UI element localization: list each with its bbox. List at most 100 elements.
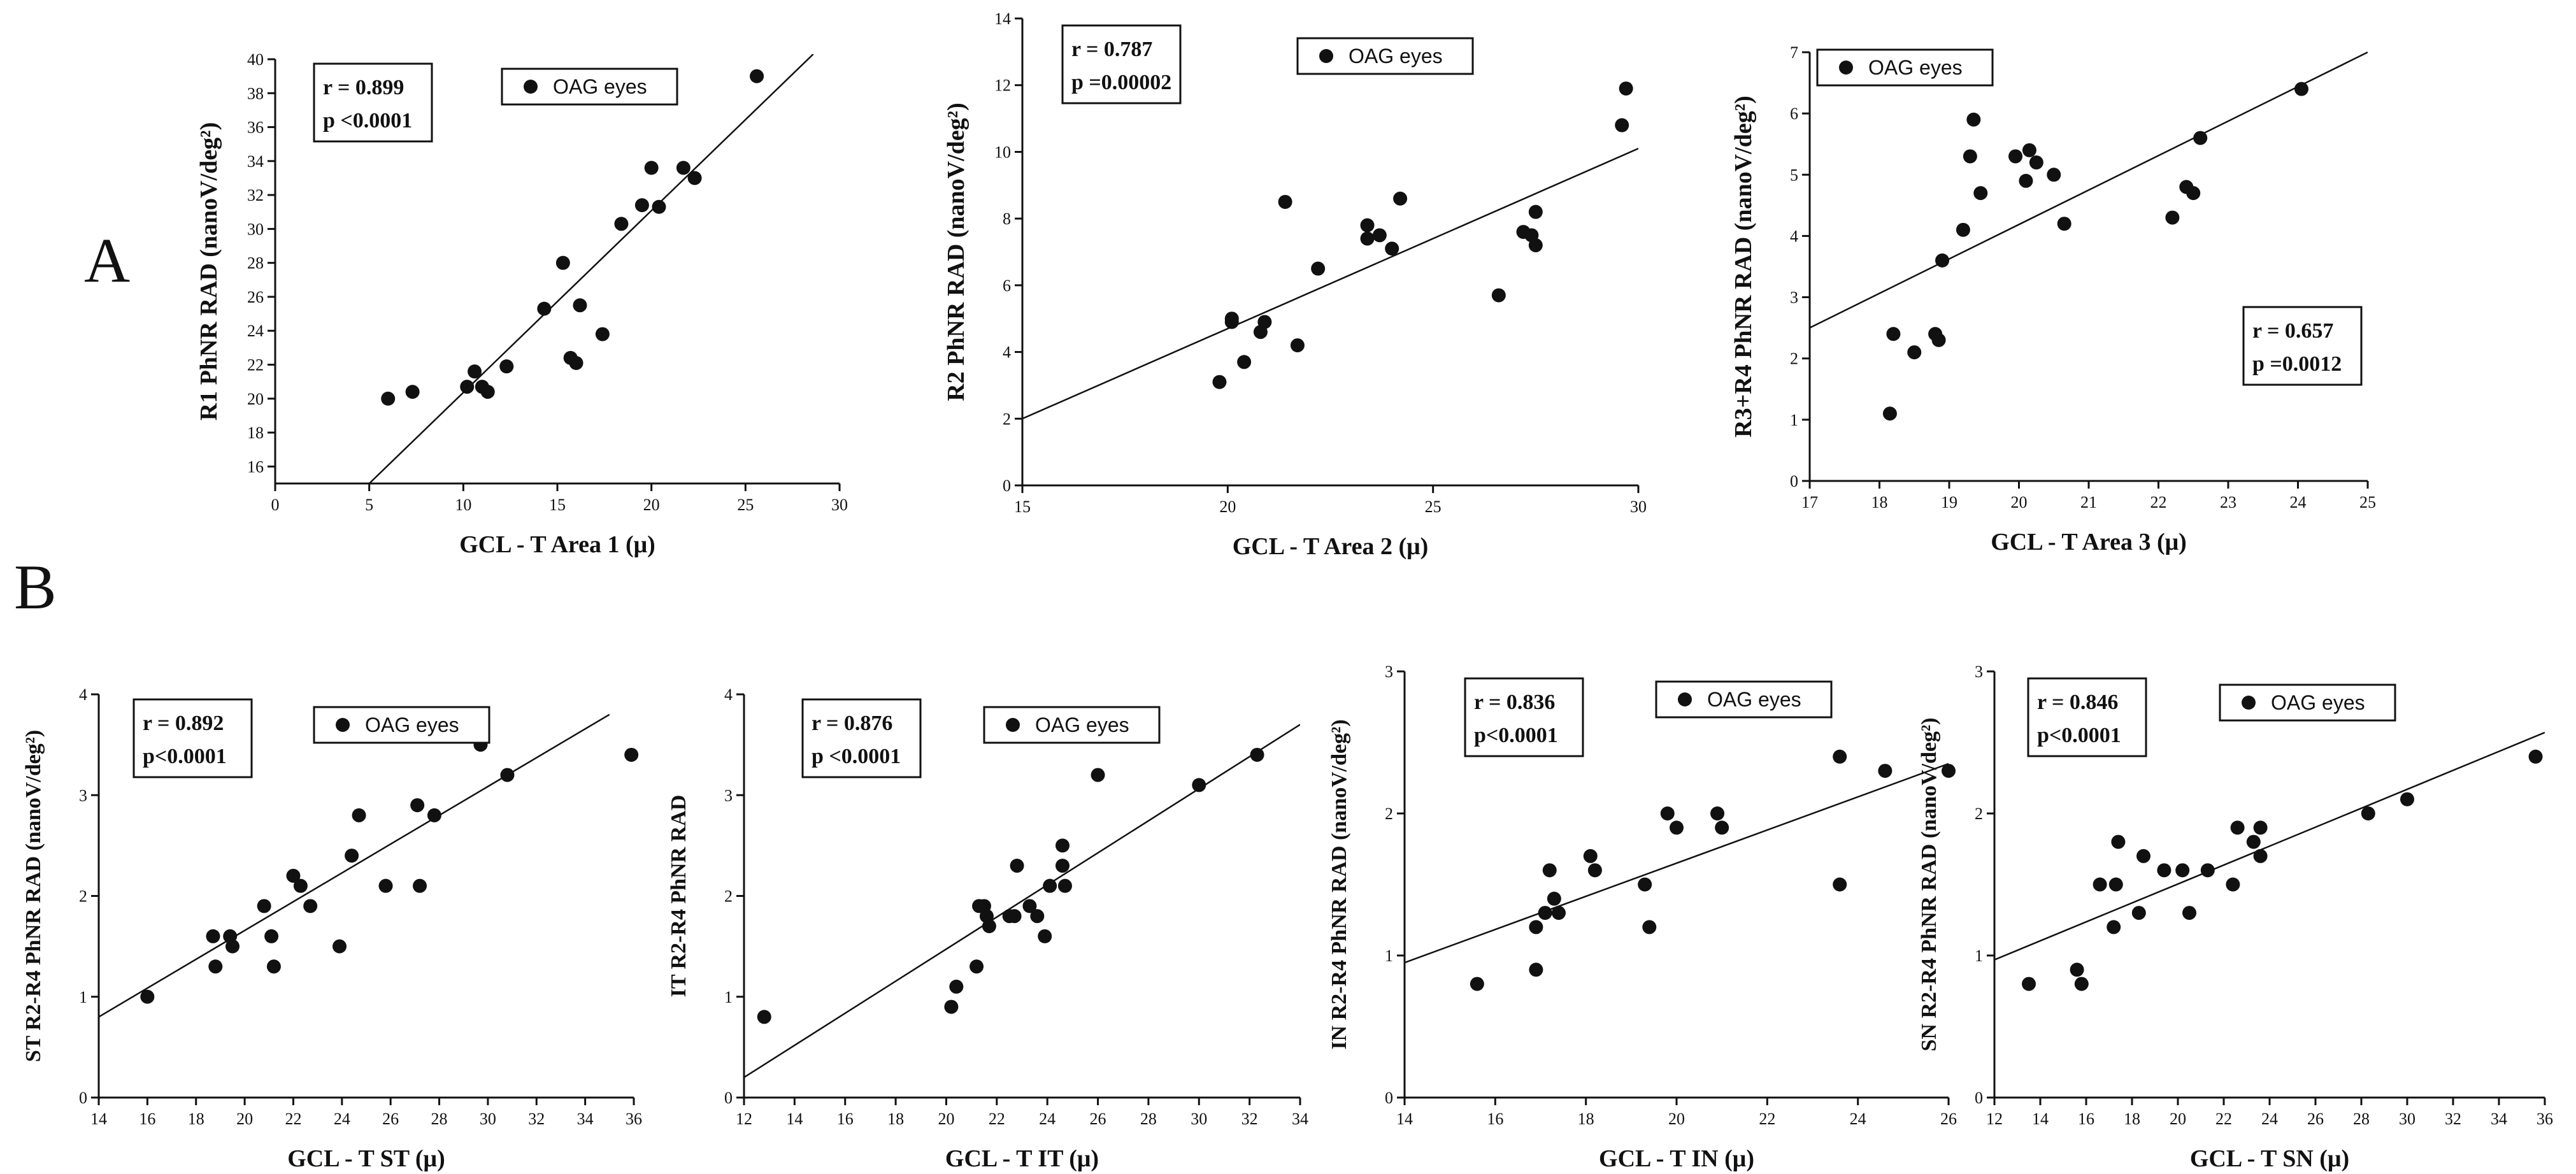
y-tick-label: 0 bbox=[1790, 472, 1798, 490]
data-point bbox=[537, 301, 552, 316]
data-point bbox=[1385, 241, 1399, 256]
data-point bbox=[624, 747, 639, 762]
legend-marker bbox=[524, 80, 538, 94]
data-point bbox=[1237, 355, 1252, 369]
data-point bbox=[2029, 155, 2043, 170]
x-tick-label: 26 bbox=[1940, 1110, 1957, 1128]
legend: OAG eyes bbox=[2219, 684, 2396, 722]
data-point bbox=[970, 959, 984, 974]
legend: OAG eyes bbox=[1655, 680, 1833, 719]
x-tick-label: 18 bbox=[2124, 1110, 2140, 1128]
x-tick-label: 24 bbox=[334, 1110, 350, 1128]
x-tick-label: 0 bbox=[271, 496, 280, 514]
data-point bbox=[1710, 806, 1725, 820]
stats-box-frame bbox=[1061, 24, 1182, 104]
data-point bbox=[1043, 878, 1057, 893]
y-tick-label: 3 bbox=[724, 786, 733, 805]
regression-line bbox=[1022, 148, 1638, 420]
stats-box-frame bbox=[1464, 677, 1584, 757]
chart-a2: 15 20 25 30 0 2 4 6 8 10 12 14 GCL - T Area 2 (μ) R2 … bbox=[943, 10, 1647, 560]
x-tick-label: 16 bbox=[837, 1110, 854, 1128]
stats-box-frame bbox=[801, 698, 922, 778]
legend-label: OAG eyes bbox=[365, 713, 459, 736]
data-point bbox=[1007, 909, 1022, 924]
data-point bbox=[1670, 820, 1684, 835]
x-axis-label: GCL - T Area 3 (μ) bbox=[1991, 529, 2187, 555]
legend-frame bbox=[1655, 680, 1833, 719]
data-point bbox=[1057, 878, 1072, 893]
y-tick-label: 1 bbox=[724, 988, 733, 1006]
x-tick-label: 34 bbox=[1292, 1110, 1308, 1128]
chart-a1: 0 5 10 15 20 25 30 16 18 20 22 24 26 28 30 32 34 36 38 40 GC… bbox=[196, 50, 848, 558]
data-point bbox=[1528, 238, 1543, 253]
data-point bbox=[1010, 859, 1024, 873]
x-tick-label: 14 bbox=[1396, 1110, 1413, 1128]
data-point bbox=[2230, 820, 2245, 835]
y-tick-label: 3 bbox=[79, 786, 87, 805]
stats-box-frame bbox=[313, 62, 433, 143]
y-tick-label: 1 bbox=[1975, 947, 1983, 965]
data-point bbox=[1529, 920, 1543, 934]
stat-r: r = 0.657 bbox=[2252, 319, 2333, 343]
data-point bbox=[1542, 863, 1557, 878]
legend-marker bbox=[1678, 692, 1692, 706]
data-point bbox=[2400, 792, 2414, 806]
data-point bbox=[1551, 906, 1566, 920]
x-tick-label: 24 bbox=[1850, 1110, 1866, 1128]
data-point bbox=[1055, 838, 1070, 853]
y-tick-label: 16 bbox=[247, 457, 264, 476]
data-point bbox=[264, 929, 279, 943]
y-tick-label: 30 bbox=[247, 220, 264, 238]
data-point bbox=[208, 959, 223, 974]
legend: OAG eyes bbox=[1296, 37, 1474, 75]
data-point bbox=[1224, 315, 1239, 329]
data-point bbox=[140, 989, 155, 1004]
x-tick-label: 18 bbox=[887, 1110, 904, 1128]
data-point bbox=[2111, 834, 2126, 849]
data-point bbox=[1250, 747, 1264, 762]
data-point bbox=[303, 899, 318, 913]
data-point bbox=[2528, 749, 2543, 764]
x-tick-label: 16 bbox=[2078, 1110, 2094, 1128]
data-point bbox=[644, 161, 659, 175]
data-point bbox=[1942, 764, 1956, 778]
stat-r: r = 0.787 bbox=[1071, 38, 1152, 61]
data-point bbox=[480, 385, 495, 399]
x-tick-label: 34 bbox=[577, 1110, 594, 1128]
data-point bbox=[2008, 149, 2023, 164]
y-axis-label: SN R2-R4 PhNR RAD (nanoV/deg²) bbox=[1917, 718, 1941, 1052]
data-point bbox=[1907, 345, 1922, 360]
stat-r: r = 0.836 bbox=[1474, 691, 1555, 714]
y-tick-label: 2 bbox=[1385, 805, 1393, 823]
data-point bbox=[2226, 877, 2240, 892]
x-tick-label: 25 bbox=[737, 496, 754, 514]
x-tick-label: 26 bbox=[1090, 1110, 1106, 1128]
x-tick-label: 18 bbox=[1871, 493, 1888, 512]
data-point bbox=[286, 868, 301, 883]
legend-marker bbox=[2242, 696, 2256, 710]
data-point bbox=[2093, 877, 2107, 892]
data-point bbox=[460, 380, 475, 394]
data-point bbox=[257, 899, 271, 913]
data-point bbox=[1192, 778, 1206, 792]
x-tick-label: 14 bbox=[2032, 1110, 2049, 1128]
stat-r: r = 0.899 bbox=[323, 76, 404, 99]
data-point bbox=[1538, 906, 1552, 920]
data-point bbox=[1470, 977, 1484, 991]
data-point bbox=[2175, 863, 2190, 878]
panel-label-b: B bbox=[14, 552, 57, 622]
data-point bbox=[333, 939, 347, 954]
panel-label-a: A bbox=[84, 225, 130, 296]
x-tick-label: 28 bbox=[431, 1110, 448, 1128]
data-point bbox=[410, 798, 425, 813]
data-point bbox=[2246, 834, 2261, 849]
data-point bbox=[2022, 977, 2036, 991]
x-tick-label: 34 bbox=[2491, 1110, 2507, 1128]
data-point bbox=[1973, 186, 1988, 201]
y-tick-label: 2 bbox=[79, 887, 87, 906]
stats-box: r = 0.657 p =0.0012 bbox=[2242, 306, 2363, 386]
x-tick-label: 22 bbox=[2150, 493, 2167, 512]
y-tick-label: 18 bbox=[247, 424, 264, 442]
